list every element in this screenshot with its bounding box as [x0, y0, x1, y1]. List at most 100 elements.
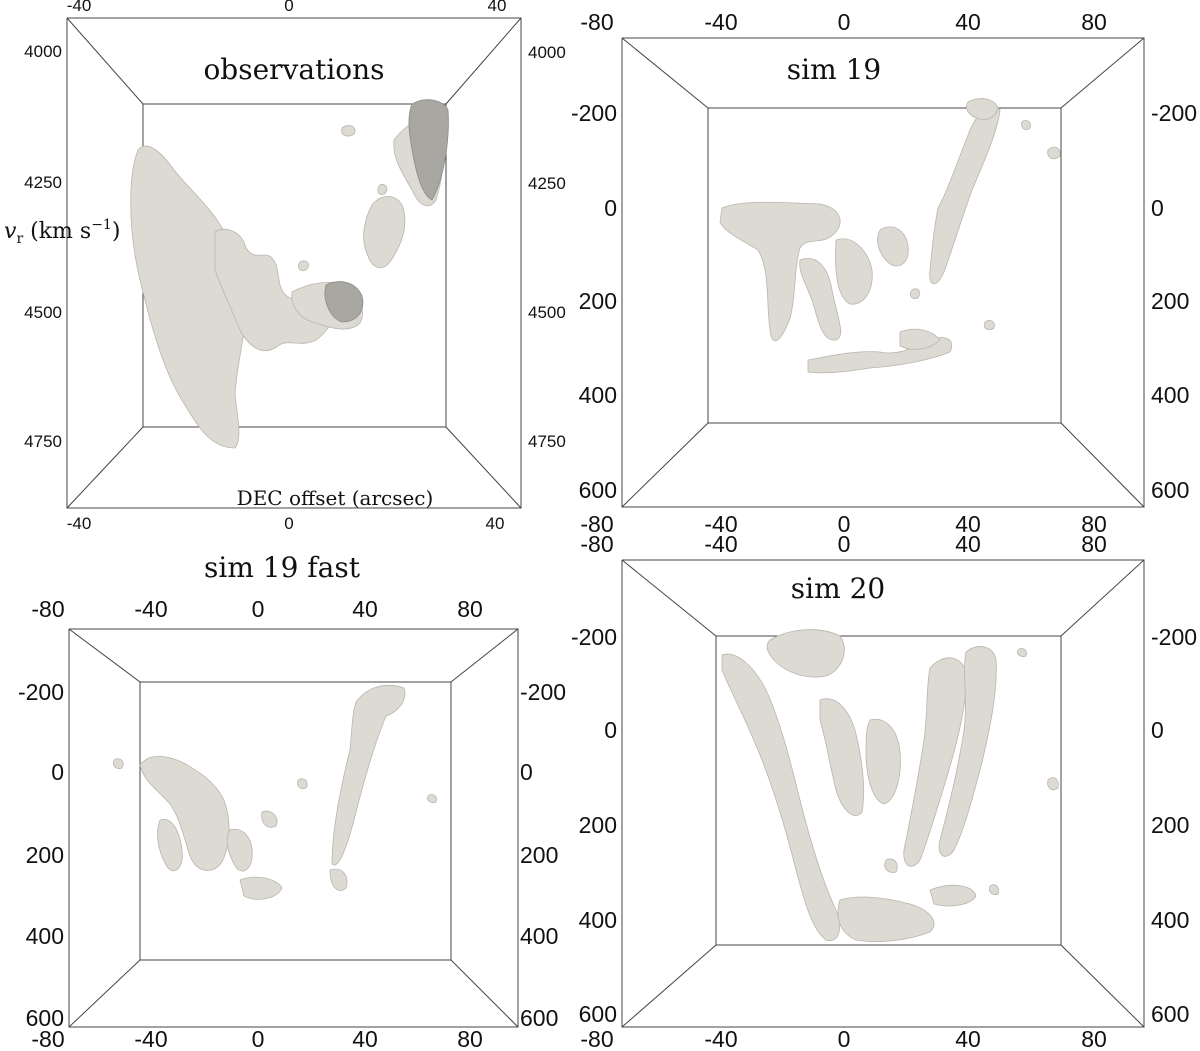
tick-label: 80 [1081, 511, 1107, 537]
y-ticks-left: -200 0 200 400 600 [571, 100, 617, 503]
tick-label: 0 [838, 511, 851, 537]
y-ticks-left: -200 0 200 400 600 [571, 624, 617, 1027]
y-ticks-left: -200 0 200 400 600 [18, 679, 64, 1031]
tick-label: 0 [838, 9, 851, 35]
inner-box [707, 107, 1062, 424]
edge-line [66, 426, 144, 509]
tick-label: 4000 [24, 42, 62, 61]
panel-sim-20: sim 20 -80 -40 0 40 80 -80 -40 0 40 80 -… [571, 531, 1197, 1051]
tick-label: 40 [955, 531, 981, 557]
tick-label: 200 [520, 842, 558, 868]
tick-label: -80 [580, 1026, 613, 1051]
tick-label: 40 [352, 1026, 378, 1051]
tick-label: 0 [51, 759, 64, 785]
tick-label: -40 [67, 0, 92, 15]
tick-label: 0 [1151, 195, 1164, 221]
panel-title: sim 20 [791, 572, 885, 605]
x-ticks-bottom: -80 -40 0 40 80 [580, 511, 1106, 537]
tick-label: 40 [352, 596, 378, 622]
x-ticks-top: -80 -40 0 40 80 [580, 9, 1106, 35]
edge-line [68, 959, 141, 1028]
tick-label: 0 [1151, 717, 1164, 743]
edge-line [621, 422, 709, 508]
x-ticks-bottom: -80 -40 0 40 80 [580, 1026, 1106, 1051]
tick-label: -40 [67, 514, 92, 533]
tick-label: 200 [26, 842, 64, 868]
tick-label: 400 [579, 382, 617, 408]
tick-label: 0 [284, 514, 293, 533]
x-ticks-top: -80 -40 0 40 80 [580, 531, 1106, 557]
tick-label: 400 [520, 923, 558, 949]
tick-label: 200 [1151, 812, 1189, 838]
edge-line [621, 559, 717, 637]
tick-label: 600 [579, 1001, 617, 1027]
tick-label: 600 [520, 1005, 558, 1031]
tick-label: -200 [18, 679, 64, 705]
isosurface-sim-19-fast [113, 685, 437, 900]
panel-sim-19-fast: sim 19 fast -80 -40 0 40 80 -80 -40 0 40… [18, 551, 566, 1051]
edge-line [445, 426, 522, 509]
tick-label: 600 [26, 1005, 64, 1031]
inner-box [139, 681, 452, 961]
edge-line [450, 959, 519, 1028]
tick-label: 400 [1151, 382, 1189, 408]
tick-label: -200 [1151, 100, 1197, 126]
y-ticks-right: -200 0 200 400 600 [520, 679, 566, 1031]
tick-label: 0 [252, 596, 265, 622]
tick-label: 0 [838, 1026, 851, 1051]
x-ticks-top: -40 0 40 [67, 0, 507, 15]
tick-label: 0 [604, 717, 617, 743]
x-ticks-bottom: -40 0 40 [67, 514, 505, 533]
edge-line [445, 17, 522, 105]
isosurface-sim-20 [721, 629, 1059, 942]
tick-label: 0 [520, 759, 533, 785]
tick-label: 4750 [528, 432, 566, 451]
y-ticks-right: -200 0 200 400 600 [1151, 624, 1197, 1027]
tick-label: 4250 [24, 173, 62, 192]
tick-label: -80 [580, 531, 613, 557]
tick-label: 40 [486, 514, 505, 533]
x-axis-label: DEC offset (arcsec) [237, 486, 434, 510]
y-ticks-right: -200 0 200 400 600 [1151, 100, 1197, 503]
edge-line [450, 628, 519, 683]
tick-label: 40 [955, 511, 981, 537]
y-axis-label: vr (km s−1) [4, 217, 120, 247]
tick-label: 200 [579, 812, 617, 838]
tick-label: 80 [457, 1026, 483, 1051]
tick-label: 40 [955, 9, 981, 35]
tick-label: 0 [252, 1026, 265, 1051]
tick-label: 80 [1081, 1026, 1107, 1051]
tick-label: -80 [31, 1026, 64, 1051]
x-ticks-top: -80 -40 0 40 80 [31, 596, 482, 622]
tick-label: 80 [1081, 9, 1107, 35]
panel-observations: observations DEC offset (arcsec) vr (km … [4, 0, 566, 533]
tick-label: 400 [579, 907, 617, 933]
y-ticks-right: 4000 4250 4500 4750 [528, 43, 566, 451]
edge-line [1060, 422, 1145, 508]
tick-label: 0 [838, 531, 851, 557]
edge-line [621, 944, 717, 1028]
x-ticks-bottom: -80 -40 0 40 80 [31, 1026, 482, 1051]
panel-title: sim 19 [787, 53, 881, 86]
edge-line [1060, 944, 1145, 1028]
tick-label: -80 [580, 9, 613, 35]
panel-title: observations [203, 53, 384, 86]
tick-label: 4750 [24, 432, 62, 451]
isosurface-sim-19 [719, 98, 1061, 374]
tick-label: -80 [580, 511, 613, 537]
panel-sim-19: sim 19 -80 -40 0 40 80 -80 -40 0 40 80 -… [571, 9, 1197, 537]
tick-label: 4250 [528, 174, 566, 193]
tick-label: 80 [457, 596, 483, 622]
edge-line [66, 17, 144, 105]
tick-label: -40 [134, 596, 167, 622]
tick-label: -200 [571, 624, 617, 650]
tick-label: 400 [1151, 907, 1189, 933]
inner-box [715, 635, 1062, 946]
edge-line [1060, 37, 1145, 109]
tick-label: -40 [704, 531, 737, 557]
tick-label: 600 [1151, 477, 1189, 503]
tick-label: -200 [571, 100, 617, 126]
tick-label: 200 [1151, 288, 1189, 314]
tick-label: -80 [31, 596, 64, 622]
